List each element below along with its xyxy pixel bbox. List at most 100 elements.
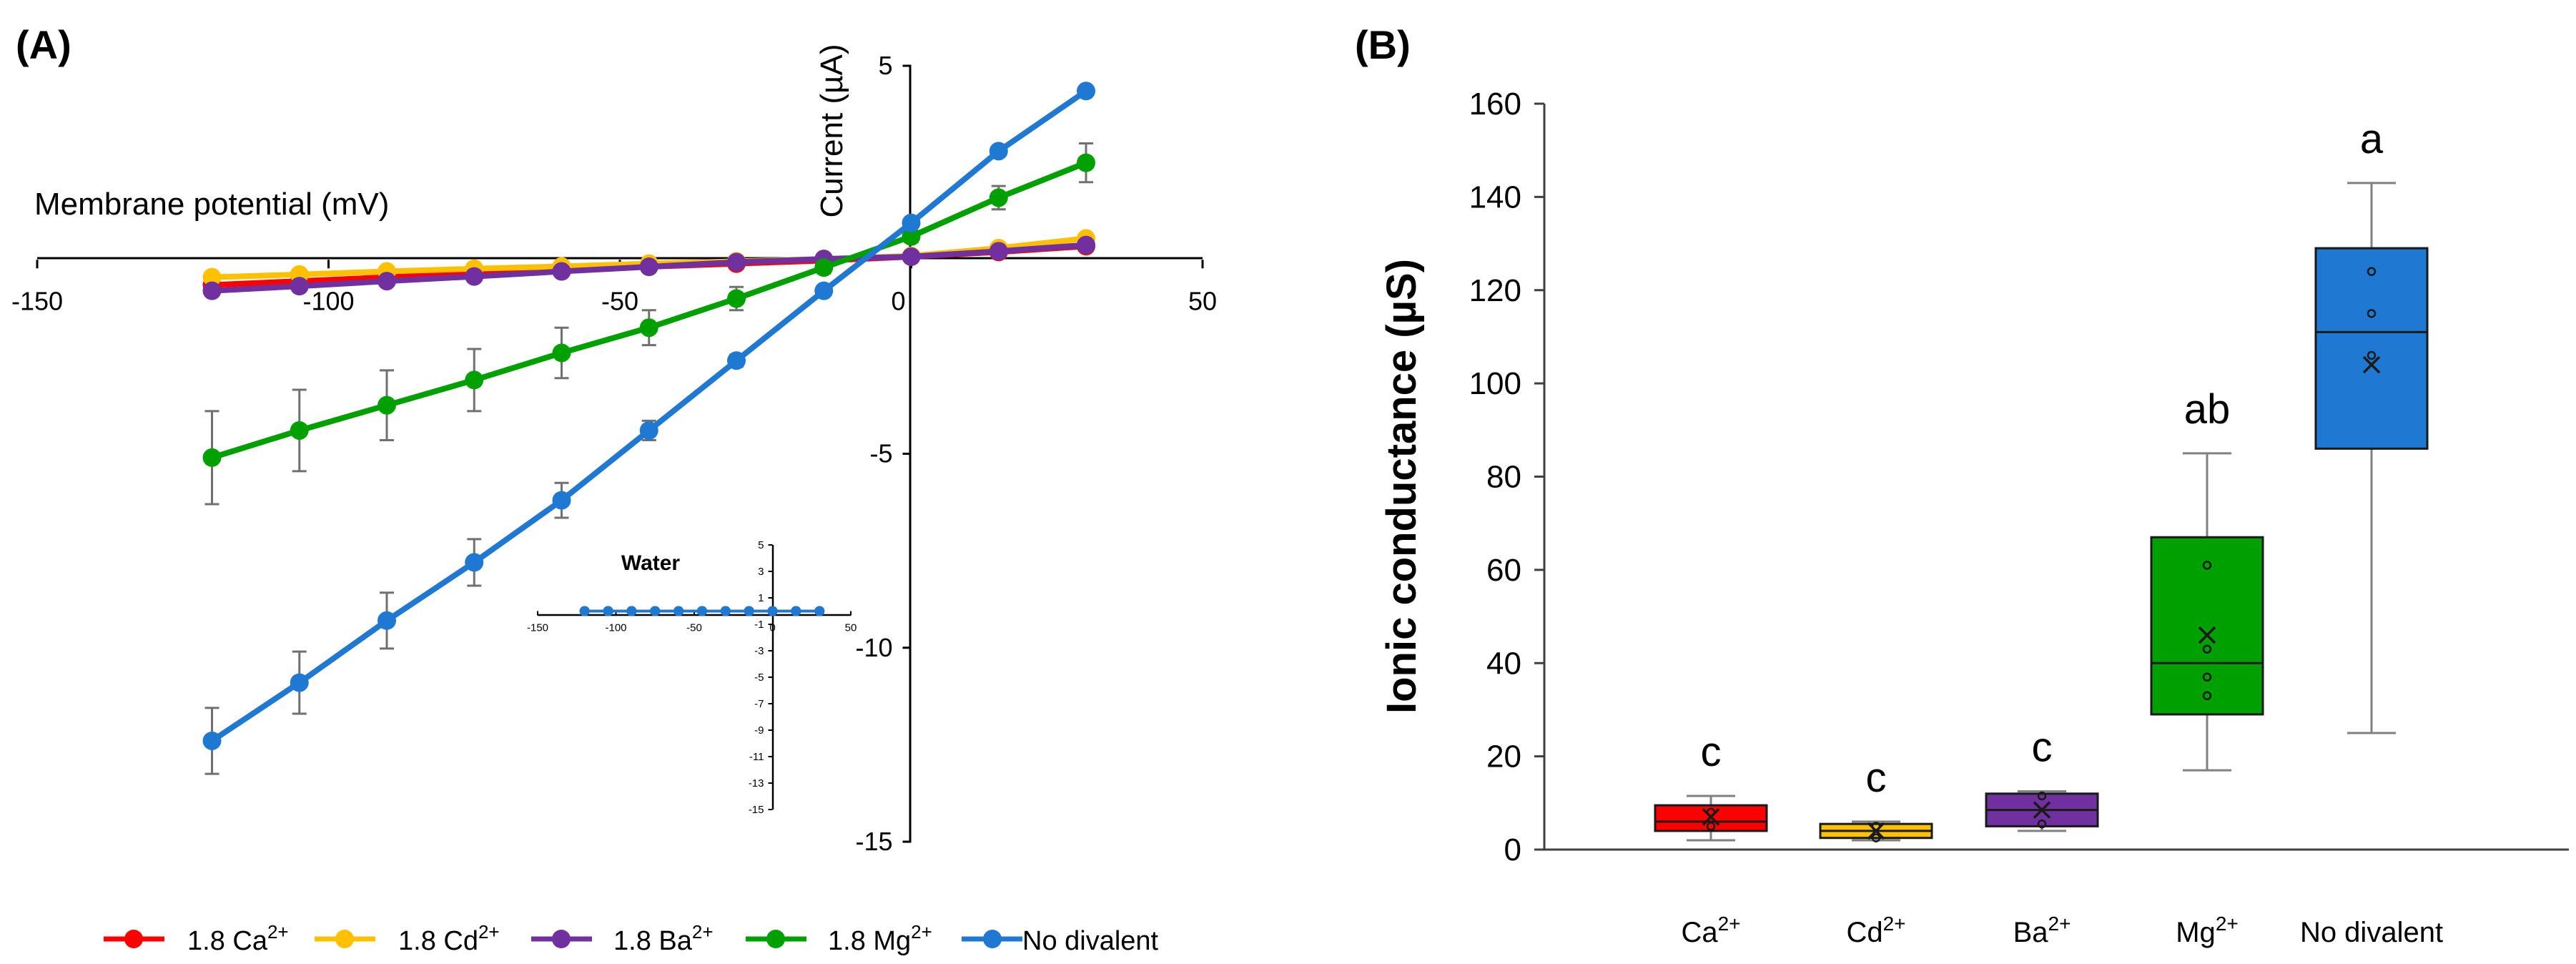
data-point-nodiv bbox=[377, 611, 396, 630]
inset-data-point-nodiv bbox=[696, 606, 707, 616]
mean-marker-ba bbox=[2033, 801, 2051, 819]
legend-marker-mg bbox=[766, 930, 785, 948]
inset-y-tick-label: 3 bbox=[758, 566, 764, 578]
data-point-nodiv bbox=[2367, 350, 2377, 360]
y-tick-label: 5 bbox=[878, 51, 892, 80]
data-point-nodiv bbox=[202, 731, 222, 750]
data-point-ba bbox=[465, 267, 484, 286]
data-point-mg bbox=[814, 258, 834, 277]
data-point-nodiv bbox=[465, 553, 484, 572]
inset-data-point-nodiv bbox=[603, 606, 613, 616]
panel-a-label: (A) bbox=[16, 22, 71, 67]
legend-item-mg: 1.8 Mg2+ bbox=[746, 921, 932, 956]
x-tick-label: -150 bbox=[11, 286, 63, 315]
x-tick-label: -50 bbox=[601, 286, 638, 315]
y-tick-label: 100 bbox=[1469, 366, 1521, 401]
panel-b-x-tick-labels: Ca2+ Cd2+ Ba2+ Mg2+ No divalent bbox=[1681, 913, 2443, 948]
box-group-ba: c bbox=[1985, 724, 2099, 832]
data-point-nodiv bbox=[814, 281, 834, 300]
y-tick-label: 60 bbox=[1486, 553, 1521, 588]
inset-data-point-nodiv bbox=[720, 606, 731, 616]
data-point-ba bbox=[727, 252, 746, 272]
inset-x-tick-label: -150 bbox=[527, 622, 548, 634]
inset-y-tick-label: -7 bbox=[754, 698, 764, 710]
x-tick-label-superscript: 2+ bbox=[2216, 913, 2239, 935]
inset-x-tick-label: -50 bbox=[686, 622, 702, 634]
inset-series bbox=[579, 606, 825, 616]
inset-title: Water bbox=[621, 551, 681, 575]
data-point-mg bbox=[727, 289, 746, 308]
legend-label-mg: 1.8 Mg2+ bbox=[828, 921, 932, 956]
x-tick-label: Cd2+ bbox=[1846, 913, 1905, 948]
data-point-mg bbox=[989, 188, 1008, 207]
y-tick-label: 120 bbox=[1469, 273, 1521, 308]
significance-letter-nodiv: a bbox=[2360, 116, 2384, 162]
y-tick-label: 160 bbox=[1469, 87, 1521, 122]
data-point-mg bbox=[2202, 561, 2212, 570]
x-tick-label: Mg2+ bbox=[2176, 913, 2239, 948]
data-point-mg bbox=[1077, 153, 1095, 172]
data-point-ba bbox=[1077, 235, 1095, 255]
panel-b-y-axis-label: Ionic conductance (µS) bbox=[1378, 259, 1425, 714]
x-tick-label: Ba2+ bbox=[2013, 913, 2071, 948]
data-point-cd bbox=[1871, 833, 1881, 842]
inset-x-tick-label: 50 bbox=[845, 622, 857, 634]
y-tick-label: 80 bbox=[1486, 460, 1521, 495]
inset-y-tick-label: 5 bbox=[758, 539, 764, 551]
inset-y-tick-label: -3 bbox=[754, 645, 764, 657]
data-point-nodiv bbox=[989, 142, 1008, 161]
inset-y-tick-label: -11 bbox=[749, 751, 764, 763]
inset-data-point-nodiv bbox=[579, 606, 590, 616]
data-point-mg bbox=[2202, 691, 2212, 701]
x-tick-label: 0 bbox=[891, 286, 905, 315]
x-tick-label-base: Ba bbox=[2013, 917, 2049, 948]
y-tick-label: 0 bbox=[1504, 832, 1521, 867]
data-point-mg bbox=[202, 448, 222, 467]
inset-y-tick-label: -9 bbox=[754, 724, 764, 737]
data-point-ba bbox=[202, 281, 222, 300]
data-point-cd bbox=[202, 267, 222, 287]
data-point-ba bbox=[2037, 791, 2047, 801]
x-tick-label-base: No divalent bbox=[2300, 917, 2443, 948]
data-point-mg bbox=[2202, 644, 2212, 654]
series-nodiv bbox=[202, 82, 1095, 775]
data-point-mg bbox=[639, 318, 658, 338]
data-point-mg bbox=[552, 343, 571, 363]
series-ba bbox=[202, 235, 1095, 300]
legend-marker-ca bbox=[124, 930, 143, 948]
mean-marker-ca bbox=[1702, 808, 1720, 826]
x-tick-label-base: Ca bbox=[1681, 917, 1718, 948]
mean-marker-mg bbox=[2198, 626, 2216, 644]
inset-data-point-nodiv bbox=[673, 606, 684, 616]
x-tick-label: Ca2+ bbox=[1681, 913, 1740, 948]
data-point-ba bbox=[2037, 819, 2047, 829]
data-point-mg bbox=[465, 370, 484, 390]
panel-b-label: (B) bbox=[1355, 22, 1411, 67]
significance-letter-cd: c bbox=[1866, 754, 1887, 801]
data-point-mg bbox=[902, 227, 921, 246]
legend-marker-ba bbox=[552, 930, 571, 948]
box-group-nodiv: a bbox=[2314, 116, 2429, 734]
data-point-ba bbox=[290, 277, 309, 296]
box-group-ca: c bbox=[1654, 729, 1768, 842]
inset-water-plot: Water -150 -100 -50 0 50 5 3 1 -1 -3 -5 -7 -9 -11 -13… bbox=[527, 539, 857, 816]
panel-b-boxes: c c c ab a bbox=[1654, 116, 2429, 842]
data-point-ba bbox=[639, 257, 658, 277]
panel-a-x-ticks: -150 -100 -50 0 50 bbox=[11, 260, 1217, 315]
x-tick-label: -100 bbox=[302, 286, 354, 315]
data-point-ba bbox=[902, 247, 921, 266]
data-point-nodiv bbox=[290, 673, 309, 692]
data-point-nodiv bbox=[1077, 82, 1095, 101]
data-point-mg bbox=[2202, 672, 2212, 682]
panel-a-x-axis-label: Membrane potential (mV) bbox=[34, 187, 389, 222]
inset-y-tick-label: -13 bbox=[749, 777, 764, 790]
x-tick-label-superscript: 2+ bbox=[1883, 913, 1906, 935]
inset-y-tick-label: -15 bbox=[749, 804, 764, 816]
panel-b-y-ticks: 0 20 40 60 80 100 120 140 160 bbox=[1469, 87, 1544, 867]
box-mg bbox=[2150, 536, 2264, 716]
data-point-ba bbox=[989, 242, 1008, 261]
panel-a-iv-plot: (A) Membrane potential (mV) Current (µA)… bbox=[11, 22, 1217, 956]
legend-marker-cd bbox=[335, 930, 354, 948]
data-point-ba bbox=[552, 262, 571, 281]
x-tick-label-base: Mg bbox=[2176, 917, 2216, 948]
